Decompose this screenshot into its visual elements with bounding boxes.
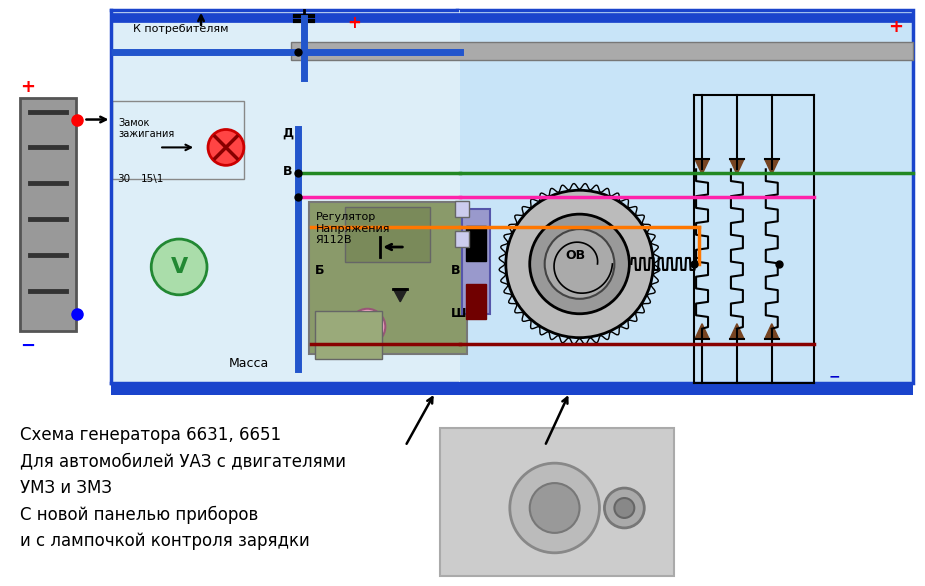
Circle shape: [151, 239, 207, 295]
Text: +: +: [348, 14, 362, 32]
Text: К потребителям: К потребителям: [133, 24, 228, 34]
Polygon shape: [765, 323, 779, 339]
Bar: [466, 284, 486, 319]
FancyBboxPatch shape: [111, 383, 913, 396]
FancyBboxPatch shape: [457, 10, 913, 383]
FancyBboxPatch shape: [314, 311, 382, 359]
Text: Д: Д: [283, 127, 294, 139]
Text: В: В: [451, 264, 461, 277]
Text: Схема генератора 6631, 6651
Для автомобилей УАЗ с двигателями
УМЗ и ЗМЗ
С новой : Схема генератора 6631, 6651 Для автомоби…: [19, 426, 346, 550]
Text: +: +: [19, 77, 35, 96]
FancyBboxPatch shape: [345, 207, 430, 262]
Circle shape: [530, 214, 629, 314]
Polygon shape: [765, 159, 779, 174]
Text: В: В: [283, 165, 292, 178]
FancyBboxPatch shape: [290, 42, 913, 60]
FancyBboxPatch shape: [462, 209, 490, 314]
Circle shape: [510, 463, 599, 553]
FancyBboxPatch shape: [111, 10, 460, 383]
Text: −: −: [829, 370, 840, 383]
Circle shape: [614, 498, 635, 518]
Polygon shape: [730, 323, 744, 339]
Circle shape: [530, 483, 580, 533]
Text: V: V: [170, 257, 188, 277]
Text: +: +: [888, 18, 904, 36]
Circle shape: [545, 229, 614, 299]
Bar: [466, 226, 486, 261]
Text: Замок
зажигания: Замок зажигания: [118, 118, 175, 139]
Circle shape: [506, 190, 653, 338]
Text: Масса: Масса: [228, 356, 269, 370]
FancyBboxPatch shape: [440, 428, 674, 575]
FancyBboxPatch shape: [455, 201, 469, 217]
Text: Ш: Ш: [451, 306, 466, 320]
Text: Регулятор
Напряжения
Я112В: Регулятор Напряжения Я112В: [315, 212, 390, 246]
Text: 15\1: 15\1: [142, 174, 165, 184]
FancyBboxPatch shape: [309, 202, 467, 353]
Text: ОВ: ОВ: [565, 249, 586, 262]
FancyBboxPatch shape: [113, 101, 244, 179]
Polygon shape: [695, 323, 709, 339]
Text: 30: 30: [117, 174, 130, 184]
Polygon shape: [393, 289, 407, 302]
FancyBboxPatch shape: [19, 98, 76, 331]
Circle shape: [604, 488, 645, 528]
Text: −: −: [19, 336, 35, 355]
FancyBboxPatch shape: [455, 231, 469, 247]
Circle shape: [350, 309, 386, 345]
Circle shape: [208, 130, 244, 165]
Polygon shape: [695, 159, 709, 174]
Polygon shape: [730, 159, 744, 174]
Text: Б: Б: [314, 264, 324, 277]
